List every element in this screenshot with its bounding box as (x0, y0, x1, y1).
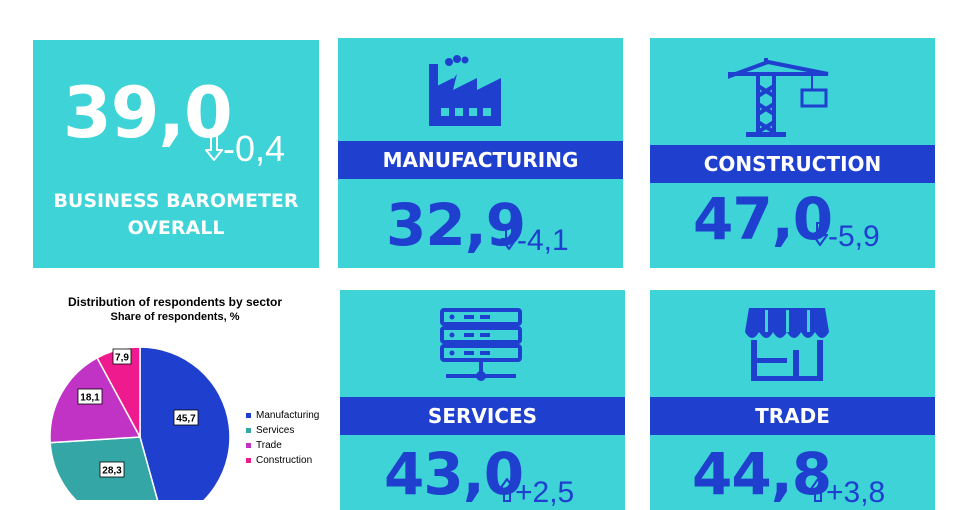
overall-label-line1: BUSINESS BAROMETER (53, 190, 299, 212)
overall-delta-text: -0,4 (223, 128, 286, 169)
server-icon (440, 308, 522, 381)
construction-delta-text: -5,9 (828, 220, 880, 253)
manufacturing-value: 32,9 (386, 191, 526, 259)
construction-value: 47,0 (693, 185, 833, 253)
down-arrow-icon (812, 222, 828, 246)
legend-item-manufacturing: Manufacturing (246, 408, 319, 423)
trade-delta: +3,8 (810, 478, 885, 508)
overall-value: 39,0 (63, 72, 233, 154)
legend-swatch (246, 428, 251, 433)
pie-chart: 45,7 28,3 18,1 7,9 (49, 346, 231, 500)
manufacturing-delta-text: -4,1 (517, 224, 569, 257)
legend-item-services: Services (246, 423, 319, 438)
up-arrow-icon (499, 478, 515, 502)
manufacturing-delta: -4,1 (501, 226, 569, 256)
crane-icon (728, 58, 829, 137)
trade-card: TRADE 44,8 +3,8 (650, 290, 935, 510)
services-card: SERVICES 43,0 +2,5 (340, 290, 625, 510)
legend-label: Services (256, 425, 295, 436)
legend-swatch (246, 458, 251, 463)
trade-value: 44,8 (692, 440, 832, 508)
trade-delta-text: +3,8 (826, 476, 886, 509)
down-arrow-icon (205, 135, 223, 161)
legend-item-construction: Construction (246, 453, 319, 468)
pie-data-label: 28,3 (99, 461, 125, 478)
manufacturing-card: MANUFACTURING 32,9 -4,1 (338, 38, 623, 268)
legend-label: Construction (256, 455, 313, 466)
overall-card: 39,0 -0,4 BUSINESS BAROMETER OVERALL (33, 40, 319, 268)
services-label: SERVICES (340, 397, 625, 435)
services-value: 43,0 (384, 440, 524, 508)
pie-data-label-text: 28,3 (102, 466, 122, 477)
legend-swatch (246, 443, 251, 448)
pie-data-label-text: 18,1 (80, 393, 100, 404)
pie-data-label: 7,9 (112, 348, 132, 365)
down-arrow-icon (501, 226, 517, 250)
overall-label: BUSINESS BAROMETER OVERALL (33, 188, 319, 242)
pie-data-label: 18,1 (77, 388, 103, 405)
construction-card: CONSTRUCTION 47,0 -5,9 (650, 38, 935, 268)
overall-delta: -0,4 (205, 128, 285, 170)
legend-swatch (246, 413, 251, 418)
services-delta-text: +2,5 (515, 476, 575, 509)
construction-delta: -5,9 (812, 222, 880, 252)
up-arrow-icon (810, 478, 826, 502)
chart-title: Distribution of respondents by sector (67, 295, 283, 309)
legend-label: Trade (256, 440, 282, 451)
legend-label: Manufacturing (256, 410, 320, 421)
chart-legend: Manufacturing Services Trade Construction (246, 408, 319, 468)
pie-data-label: 45,7 (173, 409, 199, 426)
factory-icon (429, 55, 501, 126)
manufacturing-label: MANUFACTURING (338, 141, 623, 179)
overall-label-line2: OVERALL (127, 217, 225, 239)
pie-data-label-text: 45,7 (176, 414, 196, 425)
construction-label: CONSTRUCTION (650, 145, 935, 183)
pie-data-label-text: 7,9 (115, 353, 129, 364)
services-delta: +2,5 (499, 478, 574, 508)
trade-label: TRADE (650, 397, 935, 435)
legend-item-trade: Trade (246, 438, 319, 453)
chart-subtitle: Share of respondents, % (110, 311, 240, 323)
store-icon (745, 308, 829, 381)
